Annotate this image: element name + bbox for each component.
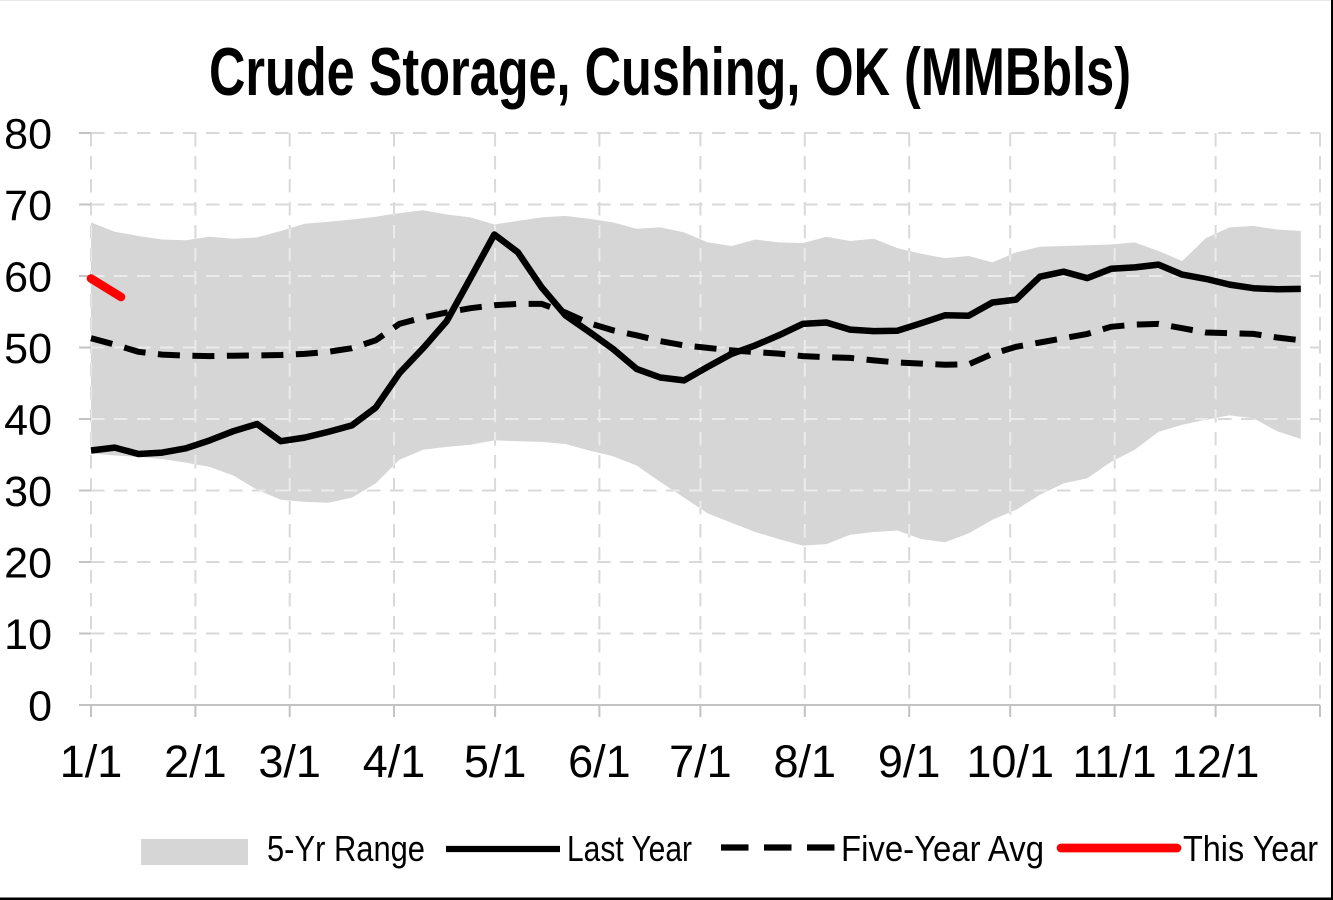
svg-text:4/1: 4/1 <box>363 736 426 787</box>
svg-text:2/1: 2/1 <box>164 736 227 787</box>
svg-text:Five-Year Avg: Five-Year Avg <box>841 828 1044 869</box>
svg-text:6/1: 6/1 <box>568 736 631 787</box>
svg-text:5-Yr Range: 5-Yr Range <box>267 828 425 869</box>
svg-text:This Year: This Year <box>1183 828 1318 869</box>
svg-text:Crude Storage, Cushing, OK (MM: Crude Storage, Cushing, OK (MMBbls) <box>209 34 1131 110</box>
svg-text:9/1: 9/1 <box>878 736 941 787</box>
svg-text:3/1: 3/1 <box>258 736 321 787</box>
svg-text:80: 80 <box>4 111 52 159</box>
svg-text:10/1: 10/1 <box>966 736 1054 787</box>
svg-text:11/1: 11/1 <box>1072 736 1156 787</box>
svg-text:60: 60 <box>4 254 52 302</box>
svg-text:5/1: 5/1 <box>464 736 527 787</box>
svg-text:40: 40 <box>4 397 52 445</box>
svg-text:0: 0 <box>28 683 52 731</box>
svg-text:70: 70 <box>4 182 52 230</box>
svg-text:12/1: 12/1 <box>1172 736 1260 787</box>
svg-text:Last Year: Last Year <box>567 828 692 869</box>
svg-text:20: 20 <box>4 540 52 588</box>
svg-text:7/1: 7/1 <box>669 736 732 787</box>
svg-text:30: 30 <box>4 468 52 516</box>
svg-text:1/1: 1/1 <box>60 736 123 787</box>
svg-text:8/1: 8/1 <box>774 736 837 787</box>
svg-text:10: 10 <box>4 611 52 659</box>
svg-text:50: 50 <box>4 325 52 373</box>
